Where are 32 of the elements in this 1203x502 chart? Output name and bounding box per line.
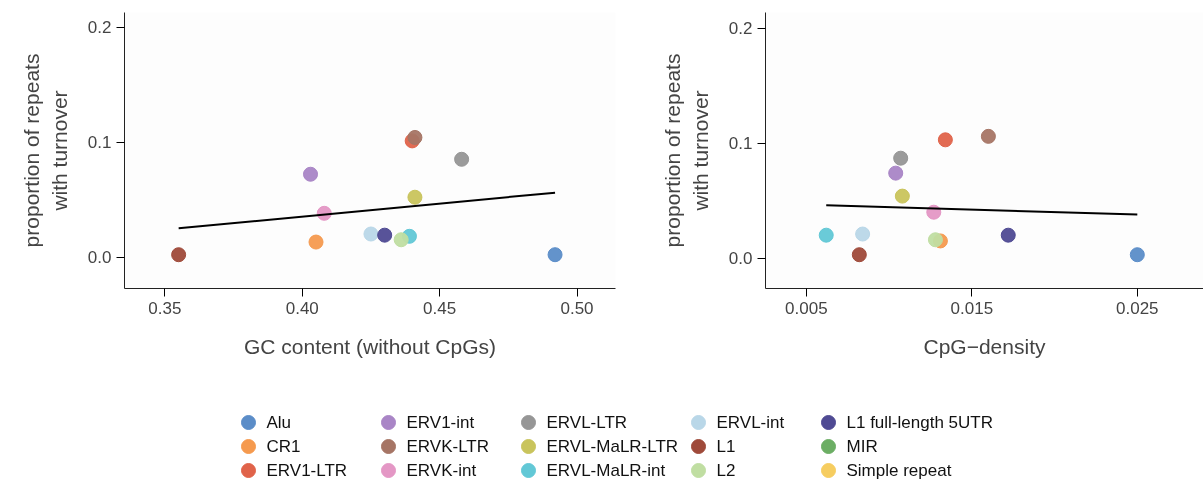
legend-label: ERV1-int — [406, 413, 475, 432]
legend-label: L2 — [716, 461, 736, 480]
legend-label: ERVL-LTR — [546, 413, 628, 432]
y-tick-label: 0.2 — [728, 19, 753, 39]
x-tick-label: 0.50 — [560, 298, 594, 318]
y-tick-label: 0.2 — [87, 18, 112, 38]
y-tick-label: 0.0 — [87, 248, 112, 267]
legend-label: ERVL-int — [716, 413, 785, 432]
legend-label: ERVL-MaLR-int — [546, 461, 666, 480]
legend-label: Alu — [266, 413, 292, 432]
y-axis-title: proportion of repeats with turnover — [20, 53, 71, 248]
legend-label: MIR — [846, 437, 878, 456]
y-axis-title: proportion of repeats with turnover — [661, 53, 712, 248]
y-tick-label: 0.1 — [728, 134, 753, 154]
y-tick-label: 0.1 — [87, 133, 112, 153]
x-tick-label: 0.40 — [285, 298, 319, 318]
legend-label: L1 — [716, 437, 736, 456]
x-tick-label: 0.45 — [423, 298, 457, 318]
y-tick-label: 0.0 — [728, 249, 753, 269]
legend-label: L1 full-length 5UTR — [846, 413, 993, 432]
legend-label: ERVK-LTR — [406, 437, 490, 456]
legend-label: ERVK-int — [406, 461, 477, 480]
legend-label: ERVL-MaLR-LTR — [546, 437, 679, 456]
legend-label: ERV1-LTR — [266, 461, 348, 480]
x-axis-title: CpG−density — [923, 334, 1046, 358]
x-tick-label: 0.015 — [950, 298, 994, 318]
x-tick-label: 0.025 — [1116, 298, 1159, 318]
x-tick-label: 0.005 — [785, 298, 828, 318]
legend-label: Simple repeat — [846, 461, 952, 480]
x-tick-label: 0.35 — [148, 298, 182, 318]
x-axis-title: GC content (without CpGs) — [243, 334, 497, 358]
legend-label: CR1 — [266, 437, 301, 456]
